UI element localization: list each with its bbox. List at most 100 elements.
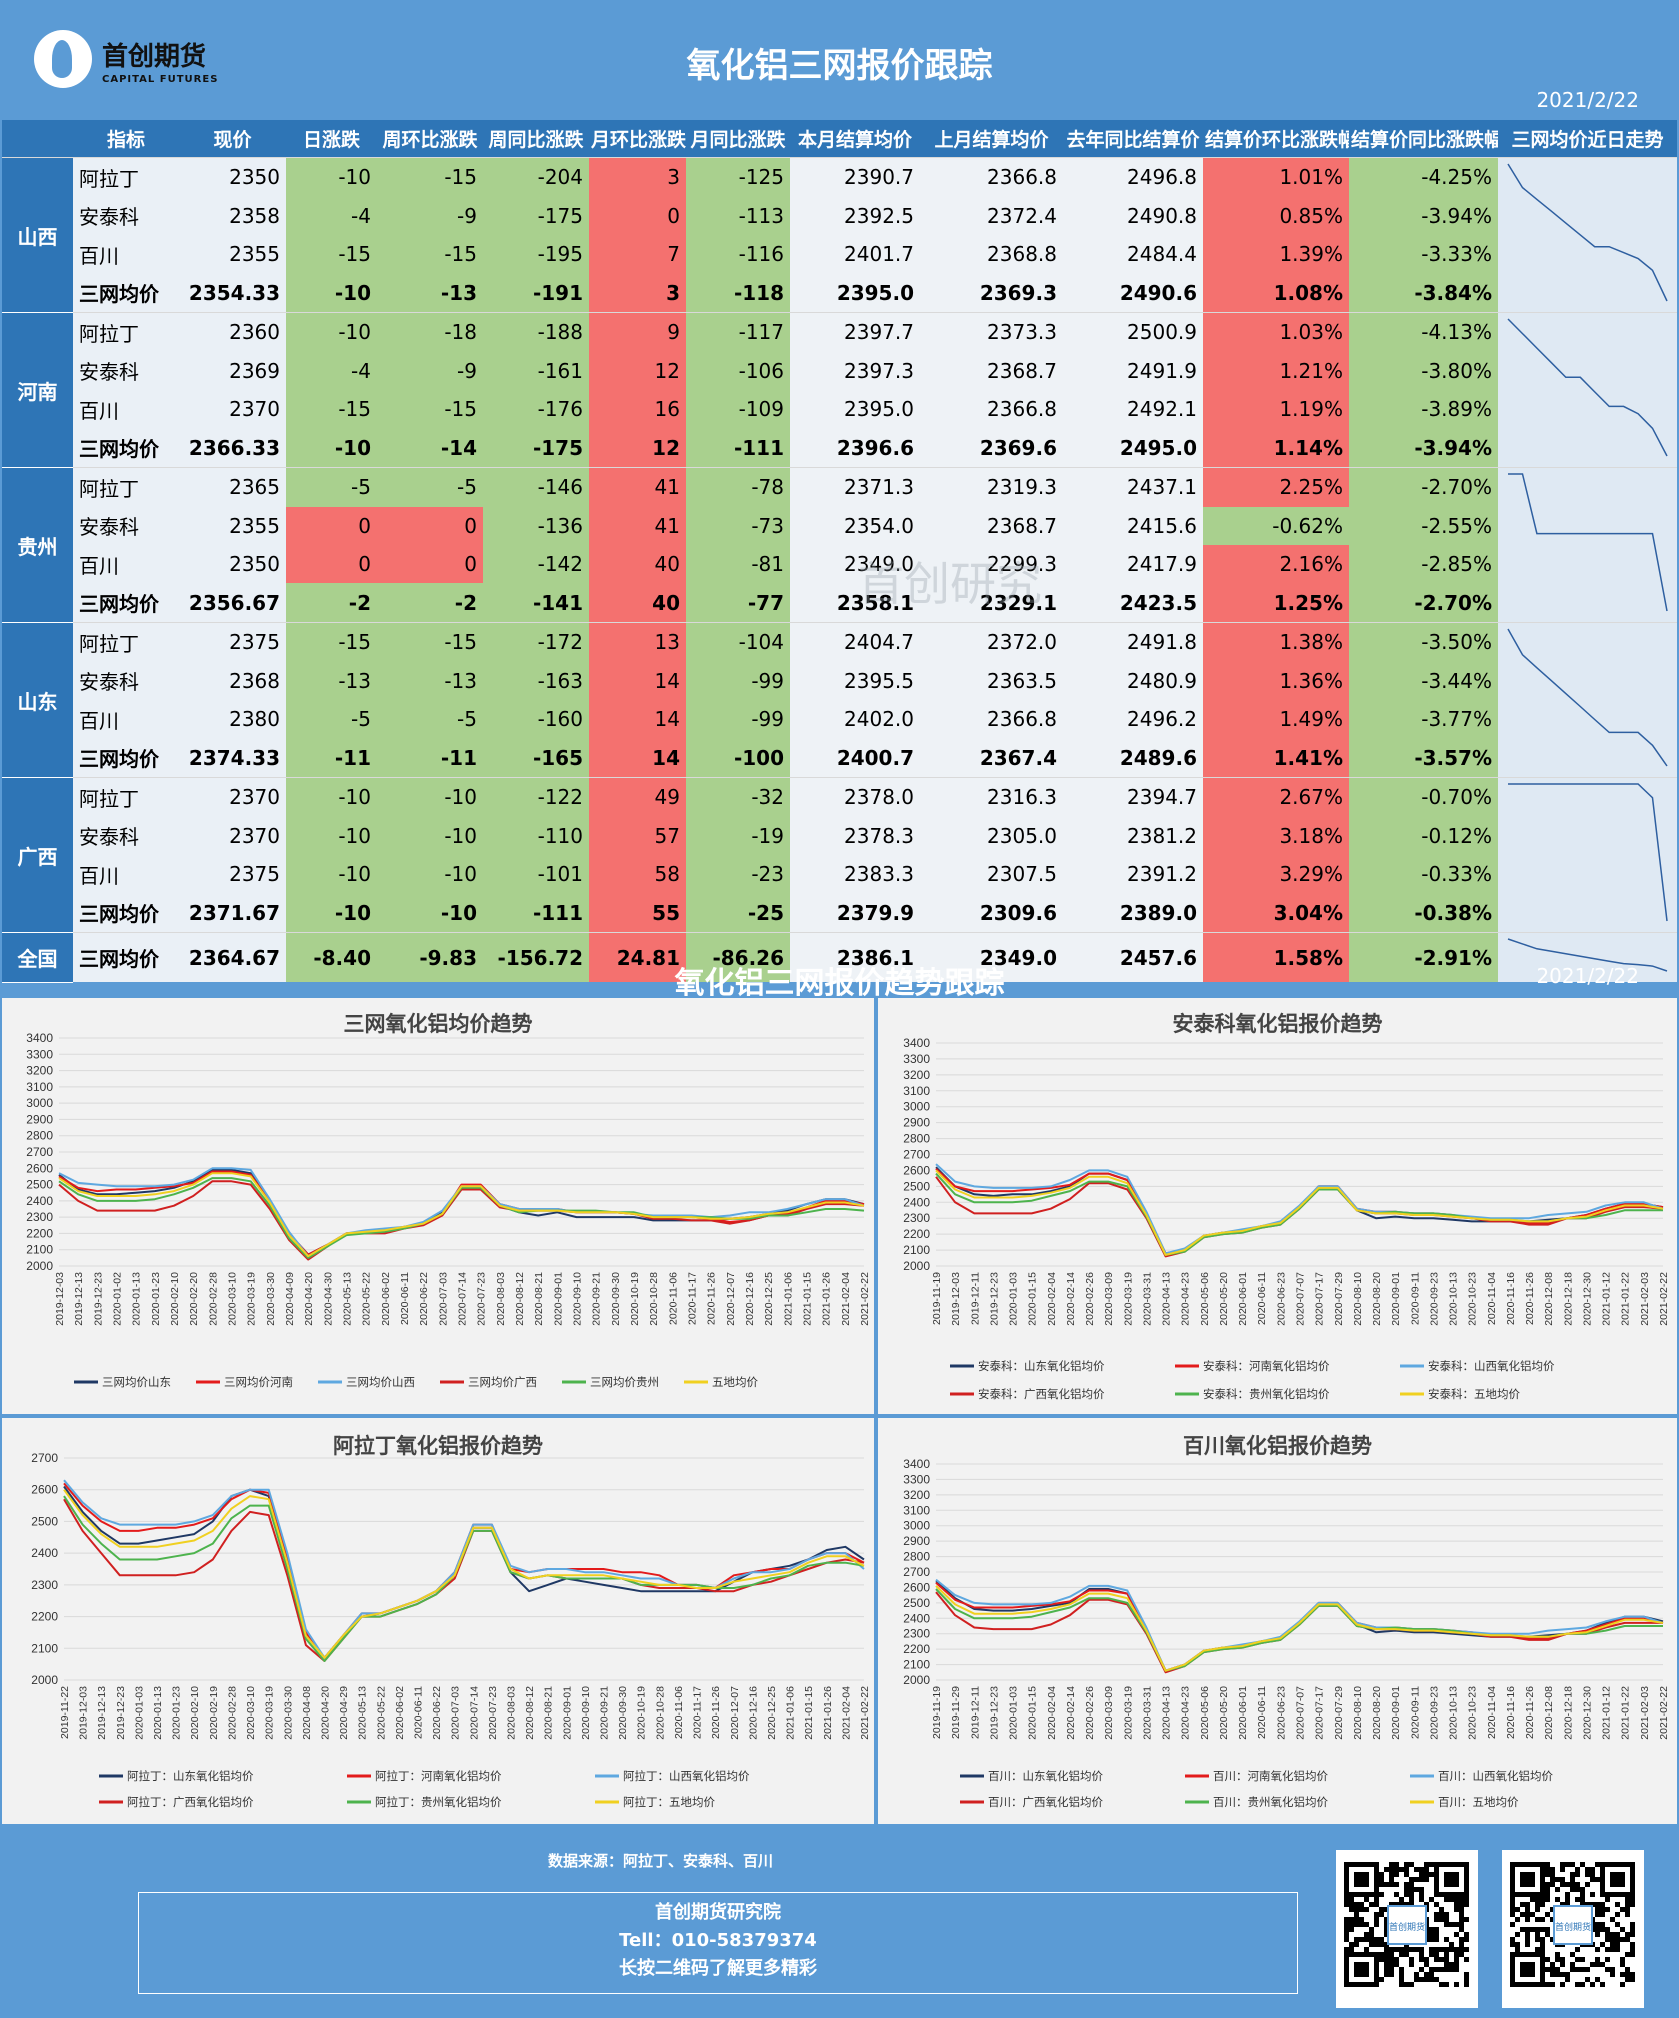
table-cell: 2363.5 xyxy=(920,661,1063,700)
qr-module xyxy=(1459,1947,1464,1952)
x-tick-label: 2020-10-19 xyxy=(629,1272,641,1326)
table-cell: -146 xyxy=(483,467,589,507)
column-header: 现价 xyxy=(179,120,286,158)
qr-code-1[interactable]: 首创期货 xyxy=(1336,1850,1478,2008)
qr-module xyxy=(1444,1897,1449,1902)
qr-module xyxy=(1535,1907,1540,1912)
qr-module xyxy=(1575,1887,1580,1892)
qr-module xyxy=(1459,1937,1464,1942)
qr-module xyxy=(1384,1867,1389,1872)
qr-module xyxy=(1344,1917,1349,1922)
table-cell: 40 xyxy=(589,583,686,623)
qr-module xyxy=(1399,1867,1404,1872)
qr-module xyxy=(1590,1962,1595,1967)
legend-label: 百川：广西氧化铝均价 xyxy=(988,1795,1103,1809)
x-tick-label: 2019-12-03 xyxy=(950,1272,962,1326)
qr-module xyxy=(1444,1947,1449,1952)
x-tick-label: 2020-12-30 xyxy=(1581,1686,1593,1740)
table-cell: -4.13% xyxy=(1349,312,1498,352)
y-tick-label: 3300 xyxy=(903,1472,930,1486)
table-cell: -11 xyxy=(286,738,377,778)
qr-module xyxy=(1545,1912,1550,1917)
column-header: 去年同比结算价 xyxy=(1063,120,1203,158)
qr-module xyxy=(1419,1967,1424,1972)
qr-module xyxy=(1545,1862,1550,1867)
qr-module xyxy=(1404,1902,1409,1907)
qr-module xyxy=(1414,1972,1419,1977)
y-tick-label: 2200 xyxy=(26,1226,53,1240)
table-cell: -3.84% xyxy=(1349,273,1498,313)
qr-module xyxy=(1540,1927,1545,1932)
qr-module xyxy=(1399,1982,1404,1987)
qr-module xyxy=(1600,1922,1605,1927)
qr-module xyxy=(1590,1902,1595,1907)
table-cell: -109 xyxy=(686,389,790,429)
qr-module xyxy=(1630,1922,1635,1927)
table-cell: -111 xyxy=(686,428,790,468)
x-tick-label: 2021-01-15 xyxy=(803,1686,815,1740)
table-row: 安泰科 2358 -4 -9 -175 0 -113 2392.5 2372.4 2490.8 0.… xyxy=(2,196,1677,235)
x-tick-label: 2020-08-21 xyxy=(543,1686,555,1740)
y-tick-label: 2100 xyxy=(26,1243,53,1257)
table-cell: 2381.2 xyxy=(1063,816,1203,855)
qr-module xyxy=(1369,1902,1374,1907)
table-cell: -10 xyxy=(377,816,483,855)
x-tick-label: 2020-09-23 xyxy=(1428,1686,1440,1740)
y-tick-label: 2400 xyxy=(903,1611,930,1625)
qr-module xyxy=(1545,1887,1550,1892)
column-header: 三网均价近日走势 xyxy=(1498,120,1677,158)
table-cell: 2349.0 xyxy=(790,544,920,584)
qr-module xyxy=(1384,1907,1389,1912)
qr-module xyxy=(1404,1882,1409,1887)
qr-module xyxy=(1630,1932,1635,1937)
qr-module xyxy=(1359,1902,1364,1907)
qr-module xyxy=(1384,1922,1389,1927)
qr-module xyxy=(1419,1872,1424,1877)
table-row: 三网均价 2371.67 -10 -10 -111 55 -25 2379.9 2309.6 23… xyxy=(2,893,1677,933)
qr-module xyxy=(1545,1927,1550,1932)
qr-module xyxy=(1464,1917,1469,1922)
qr-module xyxy=(1444,1962,1449,1967)
sparkline-cell xyxy=(1498,157,1677,313)
qr-module xyxy=(1625,1952,1630,1957)
qr-module xyxy=(1565,1902,1570,1907)
qr-module xyxy=(1625,1932,1630,1937)
qr-center-logo-icon xyxy=(1553,1905,1593,1945)
table-cell: 2389.0 xyxy=(1063,893,1203,933)
qr-module xyxy=(1389,1957,1394,1962)
x-tick-label: 2020-03-19 xyxy=(1122,1272,1134,1326)
qr-module xyxy=(1560,1972,1565,1977)
table-cell: 2365 xyxy=(179,467,286,507)
table-cell: -3.57% xyxy=(1349,738,1498,778)
x-tick-label: 2020-07-03 xyxy=(450,1686,462,1740)
qr-module xyxy=(1565,1892,1570,1897)
table-cell: 58 xyxy=(589,854,686,894)
x-tick-label: 2020-08-21 xyxy=(533,1272,545,1326)
qr-module xyxy=(1580,1957,1585,1962)
qr-module xyxy=(1409,1962,1414,1967)
x-tick-label: 2020-08-20 xyxy=(1371,1686,1383,1740)
table-cell: 2369.3 xyxy=(920,273,1063,313)
qr-module xyxy=(1349,1902,1354,1907)
qr-module xyxy=(1379,1937,1384,1942)
x-tick-label: 2020-05-06 xyxy=(1199,1686,1211,1740)
table-cell: -99 xyxy=(686,699,790,739)
qr-module xyxy=(1409,1892,1414,1897)
table-cell: -9 xyxy=(377,351,483,390)
qr-module xyxy=(1344,1947,1349,1952)
column-header: 日涨跌 xyxy=(286,120,377,158)
table-row: 广西 阿拉丁 2370 -10 -10 -122 49 -32 2378.0 2316.3 2394… xyxy=(2,777,1677,933)
legend-label: 安泰科：广西氧化铝均价 xyxy=(978,1387,1105,1401)
sparkline xyxy=(1507,938,1668,972)
legend-label: 阿拉丁：广西氧化铝均价 xyxy=(127,1795,254,1809)
table-cell: 2370 xyxy=(179,389,286,429)
sparkline-cell xyxy=(1498,777,1677,933)
qr-code-2[interactable]: 首创期货 xyxy=(1502,1850,1644,2008)
table-cell: -23 xyxy=(686,854,790,894)
qr-module xyxy=(1565,1862,1570,1867)
qr-module xyxy=(1409,1947,1414,1952)
table-row: 三网均价 2354.33 -10 -13 -191 3 -118 2395.0 2369.3 24… xyxy=(2,273,1677,313)
chart-panel-baichuan: 百川氧化铝报价趋势 2000 2100 2200 2300 2400 2500 2600 27… xyxy=(878,1418,1677,1824)
qr-finder xyxy=(1520,1962,1535,1977)
table-cell: 1.03% xyxy=(1203,312,1349,352)
